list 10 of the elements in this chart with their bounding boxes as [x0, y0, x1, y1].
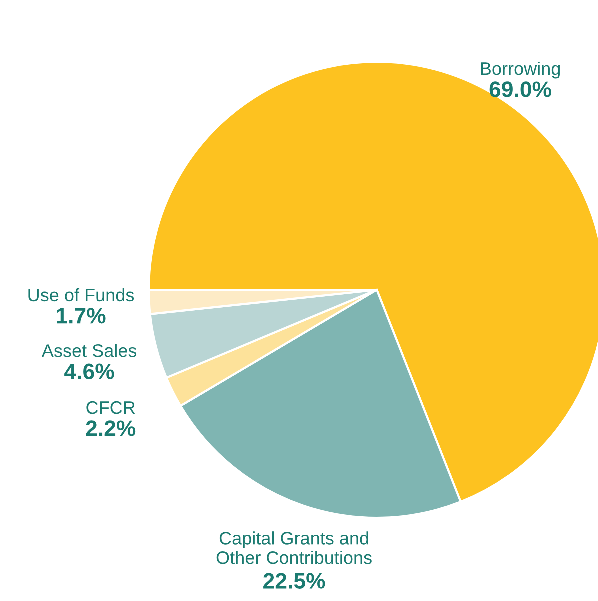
slice-label: Asset Sales — [42, 344, 137, 358]
slice-label: Capital Grants and Other Contributions — [216, 532, 372, 564]
data-label: 69.0% — [490, 82, 552, 98]
data-label: 1.7% — [57, 308, 106, 324]
slice-label: Use of Funds — [28, 288, 134, 302]
data-label: 2.2% — [86, 420, 136, 436]
slice-label: CFCR — [86, 401, 136, 414]
slice-label: Borrowing — [481, 62, 560, 79]
data-label: 4.6% — [64, 364, 114, 380]
data-label: 22.5% — [264, 573, 326, 589]
